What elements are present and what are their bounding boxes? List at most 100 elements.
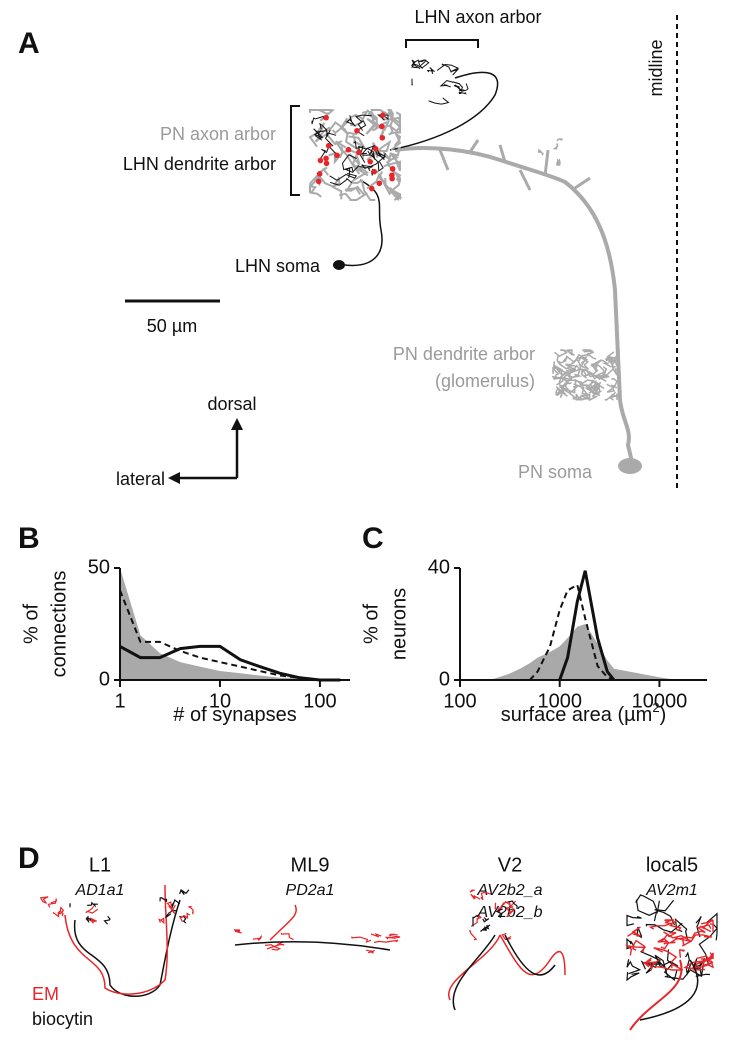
glomerulus xyxy=(555,387,568,397)
x-tick-label: 1000 xyxy=(537,690,582,712)
glomerulus xyxy=(565,355,587,366)
glomerulus xyxy=(606,384,618,393)
lhn-axon-arbor xyxy=(439,79,454,88)
glomerulus xyxy=(575,393,590,401)
pn-arbor xyxy=(382,116,401,134)
pn-branch xyxy=(556,161,562,166)
pn-arbor xyxy=(385,152,401,166)
lhn-arbor xyxy=(359,152,387,169)
glomerulus xyxy=(583,349,595,353)
neuron-trace xyxy=(234,940,391,951)
lhn-axon-arbor xyxy=(454,83,469,92)
glomerulus xyxy=(580,368,591,379)
y-tick-label: 0 xyxy=(439,668,450,690)
label: LHN axon arbor xyxy=(414,7,541,27)
y-tick-label: 40 xyxy=(428,556,450,578)
pn-arbor xyxy=(309,109,329,116)
pn-arbor xyxy=(383,159,401,172)
synapse xyxy=(354,127,360,134)
pn-arbor xyxy=(366,109,383,132)
neuron-trace xyxy=(480,924,490,932)
x-tick-label: 1 xyxy=(114,690,125,712)
synapse xyxy=(323,155,329,162)
neuron-trace xyxy=(469,929,478,941)
x-tick-label: 10 xyxy=(209,690,231,712)
lhn-arbor xyxy=(324,132,337,147)
neuron-trace xyxy=(280,932,294,941)
lhn-arbor xyxy=(319,122,331,137)
pn-neuron xyxy=(394,146,634,463)
pn-arbor xyxy=(331,176,343,200)
pn-arbor xyxy=(390,131,402,151)
x-axis-label-part: # of synapses xyxy=(173,704,296,726)
label: PN axon arbor xyxy=(160,124,276,144)
area xyxy=(490,624,677,680)
neuron-trace xyxy=(627,926,641,937)
neuron-trace xyxy=(626,972,640,982)
glomerulus xyxy=(552,368,570,384)
neuron-trace xyxy=(664,965,704,980)
label: (glomerulus) xyxy=(435,371,535,391)
glomerulus xyxy=(592,362,606,373)
pn-branch xyxy=(438,139,591,191)
glomerulus xyxy=(566,349,575,357)
neuron-trace xyxy=(469,889,475,893)
lhn-axon-arbor xyxy=(428,97,450,105)
label: PN dendrite arbor xyxy=(393,344,535,364)
neuron-trace xyxy=(699,921,712,933)
pn-arbor xyxy=(388,186,403,201)
glomerulus xyxy=(567,374,583,384)
neuron-trace xyxy=(629,959,683,1031)
neuron-trace xyxy=(59,906,65,917)
synapse xyxy=(356,149,362,156)
neuron-trace xyxy=(370,932,382,938)
synapse xyxy=(345,146,352,153)
neuron-trace xyxy=(159,897,168,903)
lhn-arbor xyxy=(361,164,374,172)
glomerulus xyxy=(573,383,590,401)
neuron-trace xyxy=(470,893,481,900)
neuron-trace xyxy=(681,934,713,947)
glomerulus xyxy=(553,364,569,381)
neuron-trace xyxy=(669,922,682,932)
x-tick-label: 10000 xyxy=(632,690,688,712)
lhn-arbor xyxy=(329,178,353,186)
lineage: AV2m1 xyxy=(645,882,698,899)
glomerulus xyxy=(608,391,618,401)
neuron-trace xyxy=(639,959,699,1021)
lhn-arbor xyxy=(345,115,356,127)
line xyxy=(528,583,615,681)
neuron-trace xyxy=(690,960,714,970)
neuron-trace xyxy=(179,889,190,895)
glomerulus xyxy=(566,368,583,379)
synapse xyxy=(367,158,374,165)
neuron-trace xyxy=(663,936,687,945)
x-axis-label: # of synapses xyxy=(173,704,296,726)
neuron-trace xyxy=(188,906,194,915)
x-axis-label-part: surface area (µm xyxy=(501,704,653,726)
neuron-trace xyxy=(39,896,49,904)
glomerulus xyxy=(601,366,609,379)
pn-arbor xyxy=(316,166,335,189)
glomerulus xyxy=(556,368,572,377)
neuron-trace xyxy=(482,917,490,923)
panel-letter: A xyxy=(18,27,40,60)
lineage: AD1a1 xyxy=(75,882,125,899)
neuron-trace xyxy=(642,958,661,972)
neuron-trace xyxy=(179,912,191,923)
y-axis-label: neurons xyxy=(388,588,410,660)
neuron-trace xyxy=(696,924,712,933)
neuron-trace xyxy=(696,952,714,960)
glomerulus xyxy=(581,385,598,402)
synapse xyxy=(323,160,330,167)
pn-arbor xyxy=(386,146,401,174)
neuron-name: V2 xyxy=(498,854,522,876)
legend-em: EM xyxy=(32,984,59,1004)
label: LHN dendrite arbor xyxy=(123,154,276,174)
pn-arbor xyxy=(352,178,376,201)
lhn-arbor xyxy=(329,172,358,181)
neuron-trace xyxy=(170,899,181,909)
neuron-trace xyxy=(635,894,660,915)
pn-arbor xyxy=(348,134,367,149)
lineage: AV2b2_a xyxy=(477,882,543,899)
